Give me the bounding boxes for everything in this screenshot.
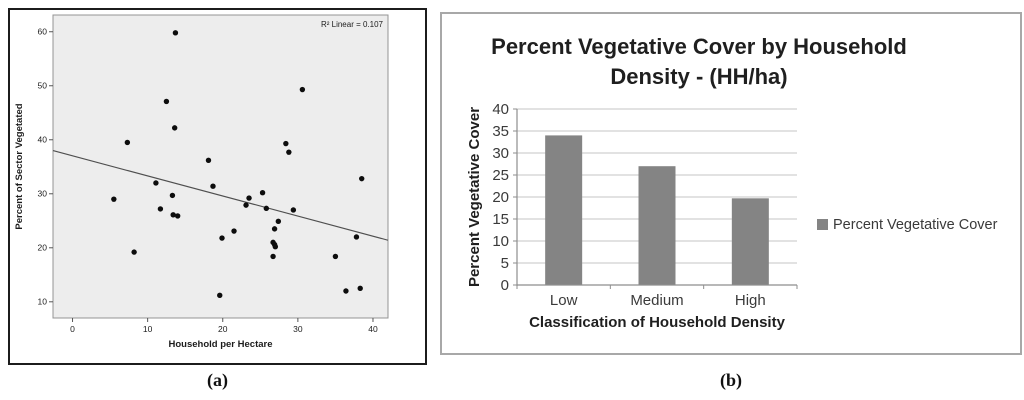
bar-x-axis: Low Medium High [516, 285, 798, 309]
data-point [357, 285, 363, 291]
scatter-chart: 10 20 30 40 50 60 0 10 20 30 40 R² Linear = 0.107 Ho… [14, 14, 389, 350]
category-label-medium: Medium [630, 292, 683, 309]
data-point [263, 205, 270, 212]
bar-low [545, 135, 583, 285]
bar-panel: Percent Vegetative Cover by Household Den… [440, 12, 1022, 355]
data-point [169, 192, 176, 199]
scatter-panel: 10 20 30 40 50 60 0 10 20 30 40 R² Linear = 0.107 Ho… [8, 8, 427, 365]
data-point [290, 207, 297, 213]
y-tick-label: 50 [38, 81, 48, 91]
data-point [131, 249, 137, 255]
bar-chart-title-line: Percent Vegetative Cover by Household [491, 34, 907, 59]
data-point [231, 228, 237, 234]
data-point [259, 189, 266, 196]
bar-y-axis-title: Percent Vegetative Cover [466, 107, 483, 287]
data-point [170, 212, 176, 218]
bar-x-axis-title: Classification of Household Density [529, 314, 786, 331]
caption-panel-a: (a) [207, 370, 228, 390]
data-point [157, 206, 164, 212]
data-point [219, 235, 225, 241]
data-point [332, 253, 339, 260]
data-point [359, 175, 365, 182]
regression-line [52, 150, 389, 241]
data-point [153, 180, 159, 186]
data-point [217, 292, 223, 299]
data-point [270, 253, 276, 260]
data-point [111, 196, 117, 202]
scatter-x-axis: 0 10 20 30 40 [70, 318, 378, 334]
data-point [174, 213, 181, 219]
data-point [343, 288, 349, 294]
scatter-plot-area [52, 14, 389, 319]
data-point [163, 98, 170, 105]
data-point [275, 218, 282, 225]
y-tick-label: 40 [492, 101, 509, 118]
scatter-points [111, 30, 365, 299]
y-tick-label: 40 [38, 135, 48, 145]
data-point [272, 244, 279, 250]
scatter-y-axis-title: Percent of Sector Vegetated [14, 103, 25, 229]
x-tick-label: 20 [218, 324, 228, 334]
y-tick-label: 15 [492, 211, 509, 228]
data-point [243, 202, 249, 208]
y-tick-label: 20 [38, 243, 48, 253]
category-label-low: Low [550, 292, 578, 309]
legend-label: Percent Vegetative Cover [833, 217, 998, 233]
caption-panel-b: (b) [720, 370, 742, 390]
data-point [283, 140, 289, 147]
bar-chart-title: Percent Vegetative Cover by Household Den… [491, 34, 907, 89]
legend: Percent Vegetative Cover [817, 217, 998, 233]
data-point [271, 226, 278, 232]
r-squared-annotation: R² Linear = 0.107 [321, 20, 384, 29]
x-tick-label: 30 [293, 324, 303, 334]
scatter-x-axis-title: Household per Hectare [169, 339, 273, 350]
x-tick-label: 40 [368, 324, 378, 334]
y-tick-label: 10 [492, 233, 509, 250]
y-tick-label: 25 [492, 167, 509, 184]
bar-y-axis: 0 5 10 15 20 25 30 35 40 [492, 101, 517, 294]
legend-swatch [817, 219, 828, 230]
data-point [205, 157, 212, 163]
category-label-high: High [735, 292, 766, 309]
scatter-y-axis: 10 20 30 40 50 60 [38, 27, 53, 307]
y-tick-label: 60 [38, 27, 48, 37]
y-tick-label: 20 [492, 189, 509, 206]
data-point [210, 183, 216, 189]
y-tick-label: 30 [38, 189, 48, 199]
bar-high [731, 198, 769, 285]
data-point [353, 234, 360, 240]
data-point [124, 139, 131, 146]
x-tick-label: 0 [70, 324, 75, 334]
bar-chart-title-line: Density - (HH/ha) [610, 64, 787, 89]
y-tick-label: 30 [492, 145, 509, 162]
data-point [171, 125, 178, 131]
data-point [299, 86, 306, 93]
data-point [246, 195, 252, 201]
bar-chart: Percent Vegetative Cover by Household Den… [466, 34, 998, 331]
data-point [286, 149, 292, 155]
y-tick-label: 5 [501, 255, 509, 272]
y-tick-label: 0 [501, 277, 509, 294]
bar-medium [638, 166, 676, 285]
x-tick-label: 10 [143, 324, 153, 334]
bar-series [545, 135, 769, 285]
y-tick-label: 35 [492, 123, 509, 140]
y-tick-label: 10 [38, 297, 48, 307]
data-point [172, 30, 179, 36]
